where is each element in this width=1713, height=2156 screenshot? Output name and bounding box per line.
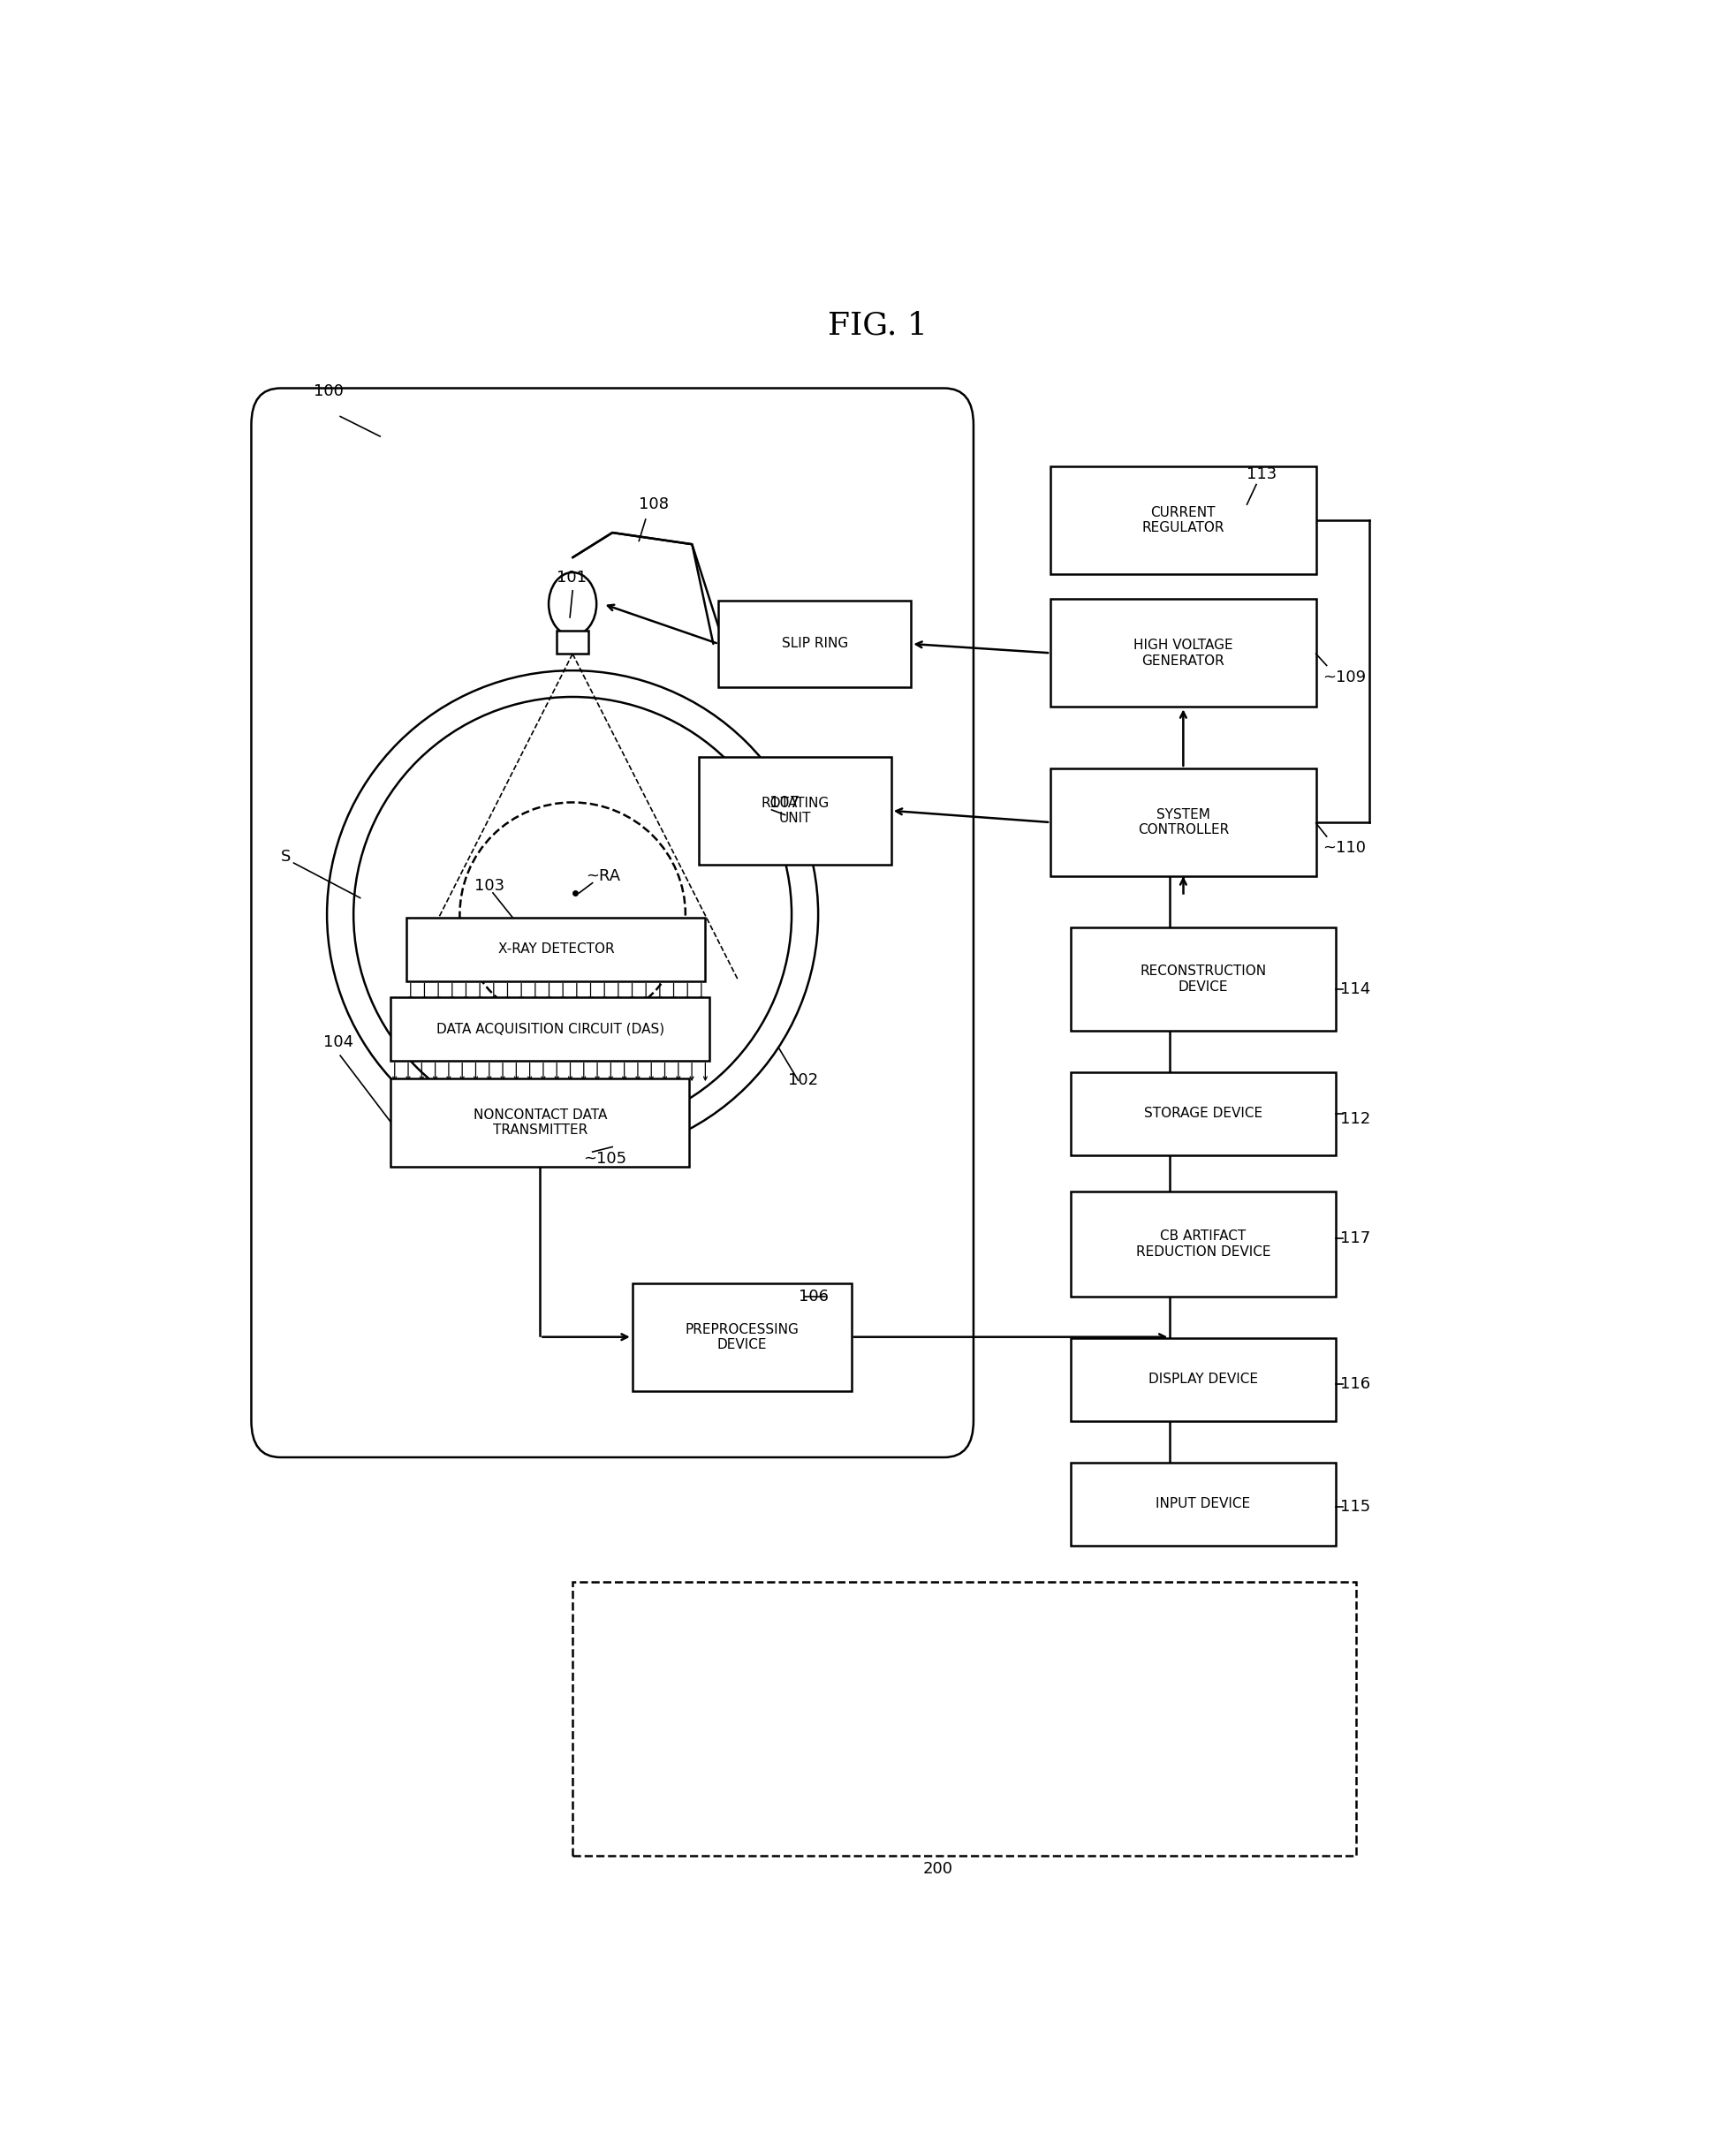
Text: 115: 115 (1340, 1498, 1370, 1516)
Text: PREPROCESSING
DEVICE: PREPROCESSING DEVICE (685, 1322, 798, 1352)
Bar (1050, 466, 1316, 573)
Text: ~110: ~110 (1322, 841, 1365, 856)
Ellipse shape (548, 571, 596, 636)
Bar (1050, 599, 1316, 707)
Text: INPUT DEVICE: INPUT DEVICE (1156, 1496, 1250, 1511)
Text: RECONSTRUCTION
DEVICE: RECONSTRUCTION DEVICE (1139, 966, 1266, 994)
Text: 114: 114 (1340, 981, 1370, 996)
Text: 107: 107 (769, 796, 800, 811)
Bar (1071, 927, 1336, 1031)
Bar (391, 1078, 689, 1166)
Text: S: S (281, 849, 291, 865)
Text: NONCONTACT DATA
TRANSMITTER: NONCONTACT DATA TRANSMITTER (473, 1108, 606, 1136)
Bar (572, 1583, 1357, 1856)
Text: 104: 104 (324, 1035, 353, 1050)
Bar (1071, 1462, 1336, 1546)
Bar (1050, 768, 1316, 875)
Bar (1071, 1337, 1336, 1421)
Text: ROTATING
UNIT: ROTATING UNIT (761, 796, 829, 826)
Text: ~RA: ~RA (586, 869, 620, 884)
Text: 103: 103 (475, 877, 504, 895)
Text: 102: 102 (788, 1072, 817, 1089)
Text: X-RAY DETECTOR: X-RAY DETECTOR (498, 942, 615, 955)
Text: CB ARTIFACT
REDUCTION DEVICE: CB ARTIFACT REDUCTION DEVICE (1136, 1229, 1271, 1259)
Text: 108: 108 (639, 496, 670, 513)
Text: 116: 116 (1340, 1376, 1370, 1393)
Bar (391, 998, 709, 1061)
Bar (1071, 1192, 1336, 1296)
Text: 113: 113 (1247, 466, 1278, 483)
Text: FIG. 1: FIG. 1 (827, 310, 928, 341)
Text: 106: 106 (798, 1289, 829, 1304)
Text: 112: 112 (1340, 1110, 1370, 1128)
Text: 101: 101 (557, 569, 586, 586)
Text: HIGH VOLTAGE
GENERATOR: HIGH VOLTAGE GENERATOR (1134, 638, 1233, 668)
Text: 117: 117 (1340, 1231, 1370, 1246)
Text: ~109: ~109 (1322, 668, 1365, 686)
Text: SYSTEM
CONTROLLER: SYSTEM CONTROLLER (1137, 808, 1228, 837)
Text: DATA ACQUISITION CIRCUIT (DAS): DATA ACQUISITION CIRCUIT (DAS) (437, 1022, 665, 1035)
Text: 100: 100 (313, 384, 344, 399)
Bar (719, 602, 911, 688)
Text: STORAGE DEVICE: STORAGE DEVICE (1144, 1106, 1262, 1121)
Bar (406, 918, 706, 981)
Bar (1071, 1072, 1336, 1156)
Text: DISPLAY DEVICE: DISPLAY DEVICE (1148, 1373, 1257, 1386)
Bar (557, 630, 589, 653)
Bar (632, 1283, 851, 1391)
Text: CURRENT
REGULATOR: CURRENT REGULATOR (1143, 507, 1225, 535)
FancyBboxPatch shape (252, 388, 973, 1457)
Text: 200: 200 (923, 1861, 952, 1878)
Bar (699, 757, 891, 865)
Text: ~105: ~105 (582, 1151, 627, 1166)
Text: SLIP RING: SLIP RING (781, 638, 848, 651)
